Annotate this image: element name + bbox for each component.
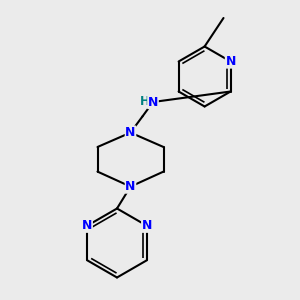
Text: N: N (125, 126, 136, 139)
Text: N: N (82, 219, 92, 232)
Text: N: N (142, 219, 152, 232)
Text: N: N (125, 180, 136, 193)
Text: N: N (225, 55, 236, 68)
Text: H: H (140, 94, 149, 108)
Text: N: N (148, 95, 158, 109)
